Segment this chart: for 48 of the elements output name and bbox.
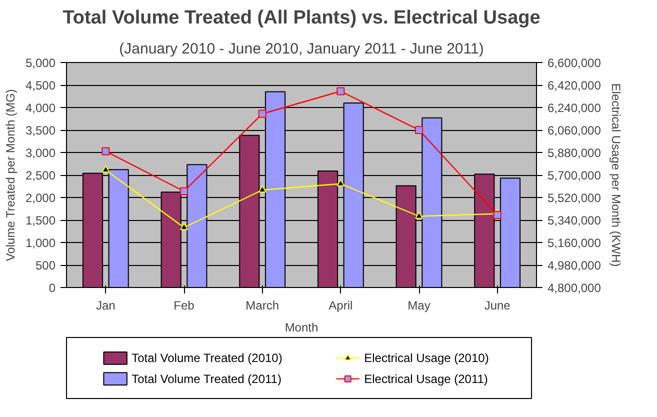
y2-tick-label: 6,420,000 xyxy=(548,78,602,92)
point xyxy=(258,185,266,193)
y2-tick-label: 5,880,000 xyxy=(548,146,602,160)
point xyxy=(493,211,502,219)
point xyxy=(180,187,188,196)
y-tick-label: 2,500 xyxy=(25,168,56,182)
x-tick-label: June xyxy=(484,298,511,312)
x-axis-title: Month xyxy=(284,320,318,334)
x-tick-label: Feb xyxy=(174,298,195,312)
point xyxy=(336,179,345,186)
y-axis-title: Volume Treated per Month (MG) xyxy=(3,89,18,262)
point xyxy=(258,110,266,118)
y2-tick-label: 6,240,000 xyxy=(548,101,602,115)
x-tick-label: Jan xyxy=(96,298,116,312)
y2-tick-label: 6,060,000 xyxy=(548,124,602,138)
y2-tick-label: 5,340,000 xyxy=(548,214,602,228)
point xyxy=(415,126,423,134)
y-tick-label: 0 xyxy=(48,281,56,295)
y2-tick-label: 5,160,000 xyxy=(548,236,602,250)
y2-tick-label: 4,800,000 xyxy=(548,281,602,295)
y-tick-label: 5,000 xyxy=(25,56,56,70)
y-tick-label: 3,000 xyxy=(25,146,56,160)
y-tick-label: 3,500 xyxy=(25,124,56,138)
legend-label: Electrical Usage (2010) xyxy=(364,351,489,366)
y2-axis-title: Electrical Usage per Month (KWH) xyxy=(608,83,623,267)
y-tick-label: 4,500 xyxy=(25,78,56,92)
point xyxy=(180,222,188,230)
legend-label: Total Volume Treated (2010) xyxy=(132,351,282,366)
point xyxy=(415,212,423,219)
y-tick-label: 4,000 xyxy=(25,101,56,115)
y2-tick-label: 5,700,000 xyxy=(548,168,602,182)
y2-tick-label: 5,520,000 xyxy=(548,191,602,205)
y-tick-label: 1,500 xyxy=(25,214,56,228)
point xyxy=(102,147,110,156)
chart-subtitle: (January 2010 - June 2010, January 2011 - June 2011) xyxy=(119,40,484,58)
point xyxy=(102,165,110,173)
x-tick-label: April xyxy=(328,298,353,312)
x-tick-label: March xyxy=(246,298,280,312)
legend-label: Electrical Usage (2011) xyxy=(364,372,488,386)
x-tick-label: May xyxy=(408,298,430,312)
y2-tick-label: 4,980,000 xyxy=(548,258,602,272)
y-tick-label: 500 xyxy=(35,258,56,272)
legend-label: Total Volume Treated (2011) xyxy=(132,372,282,386)
chart-title: Total Volume Treated (All Plants) vs. Electrical Usage xyxy=(62,8,540,28)
y2-tick-label: 6,600,000 xyxy=(548,56,602,70)
y-tick-label: 2,000 xyxy=(25,191,56,205)
point xyxy=(336,87,345,96)
y-tick-label: 1,000 xyxy=(25,236,56,250)
